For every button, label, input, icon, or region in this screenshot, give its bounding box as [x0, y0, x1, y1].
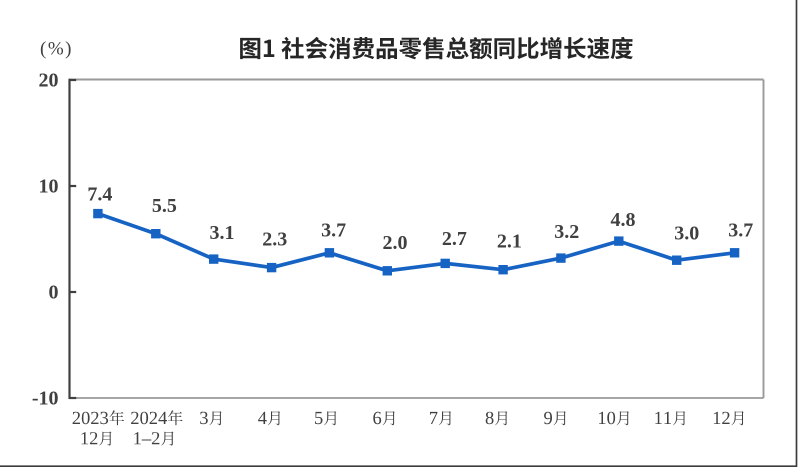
svg-text:20: 20: [39, 70, 59, 92]
svg-text:3.1: 3.1: [210, 222, 235, 244]
svg-text:-10: -10: [32, 388, 59, 410]
svg-text:(%): (%): [40, 39, 73, 60]
svg-text:7.4: 7.4: [87, 184, 112, 206]
svg-text:4.8: 4.8: [611, 209, 636, 231]
svg-text:3.7: 3.7: [321, 219, 346, 241]
svg-text:10: 10: [39, 176, 59, 198]
svg-text:3.7: 3.7: [728, 220, 753, 242]
svg-text:2.7: 2.7: [442, 228, 467, 250]
svg-text:3.2: 3.2: [554, 221, 579, 243]
svg-text:2.3: 2.3: [262, 228, 287, 250]
svg-text:0: 0: [49, 282, 59, 304]
svg-text:2.1: 2.1: [497, 231, 522, 253]
svg-text:3.0: 3.0: [674, 223, 699, 245]
svg-text:5.5: 5.5: [152, 195, 177, 217]
svg-text:2.0: 2.0: [383, 232, 408, 254]
